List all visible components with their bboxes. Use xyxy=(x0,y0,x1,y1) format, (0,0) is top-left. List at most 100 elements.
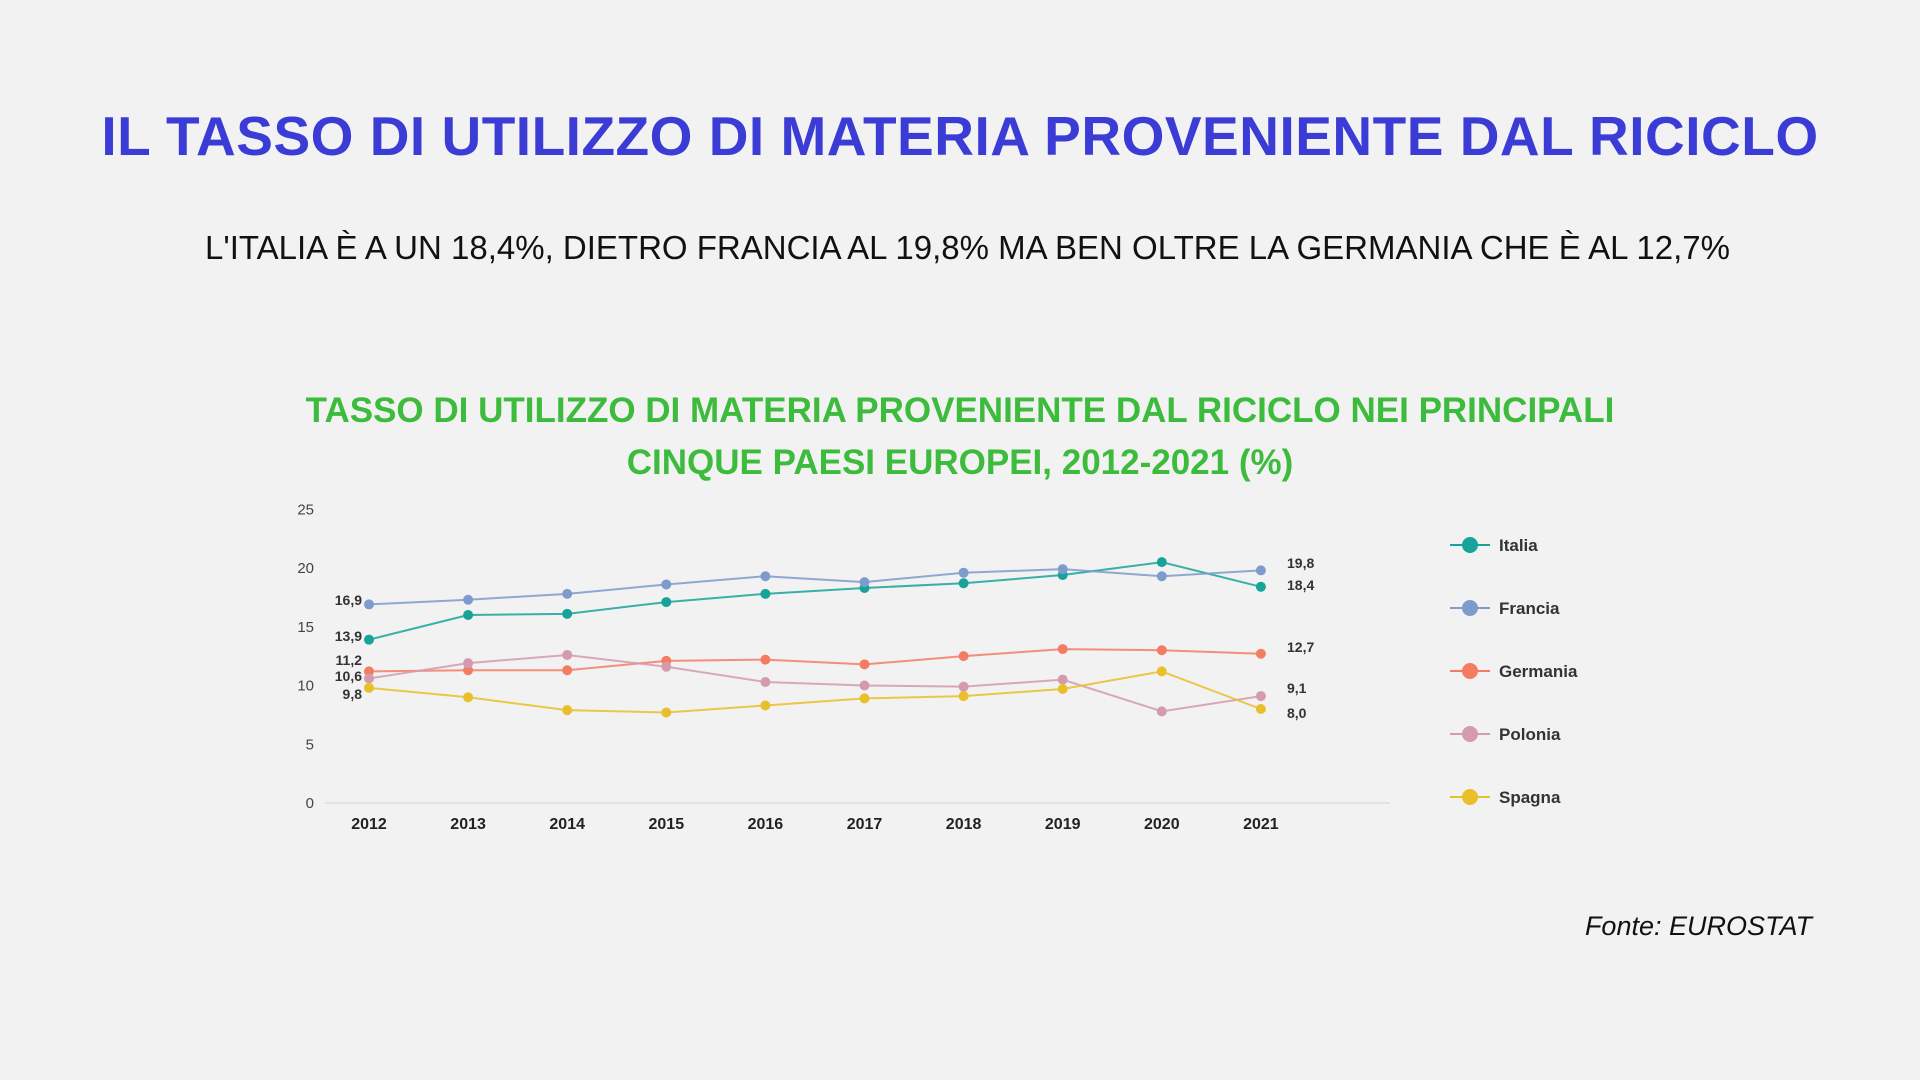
data-point-italia-2014 xyxy=(562,608,573,619)
x-tick-label-2019: 2019 xyxy=(1045,816,1081,833)
series-line-spagna xyxy=(368,670,1262,714)
legend-label-germania: Germania xyxy=(1499,662,1578,681)
x-tick-label-2017: 2017 xyxy=(847,816,883,833)
data-point-polonia-2018 xyxy=(958,681,969,692)
data-point-spagna-2015 xyxy=(661,707,672,718)
data-point-spagna-2013 xyxy=(463,692,474,703)
data-label-last-polonia: 9,1 xyxy=(1287,680,1307,696)
data-point-germania-2021 xyxy=(1255,648,1266,659)
data-point-germania-2018 xyxy=(958,651,969,662)
data-point-italia-2012 xyxy=(364,634,374,645)
series-line-polonia xyxy=(368,653,1262,713)
x-tick-label-2013: 2013 xyxy=(450,816,486,833)
series-line-germania xyxy=(368,648,1261,673)
data-point-polonia-2016 xyxy=(760,676,771,687)
axis-layer: 0 5 10 15 20 25 2012 2013 2014 2015 2016 2017 2018 20… xyxy=(297,501,1390,833)
data-label-first-polonia: 10,6 xyxy=(335,668,362,684)
data-label-first-spagna: 9,8 xyxy=(343,686,363,702)
legend-item-spagna: Spagna xyxy=(1450,788,1561,807)
data-label-last-italia: 18,4 xyxy=(1287,577,1314,593)
data-point-germania-2014 xyxy=(562,665,573,676)
legend-label-italia: Italia xyxy=(1499,536,1538,555)
data-point-italia-2013 xyxy=(463,610,474,620)
data-point-polonia-2013 xyxy=(463,658,474,669)
data-point-francia-2020 xyxy=(1156,571,1167,582)
data-point-spagna-2018 xyxy=(958,691,969,702)
legend: Italia Francia Germania Polonia Spagna xyxy=(1450,536,1578,807)
data-label-last-spagna: 8,0 xyxy=(1287,705,1307,721)
source-note: Fonte: EUROSTAT xyxy=(1584,911,1812,941)
data-label-last-francia: 19,8 xyxy=(1287,555,1314,571)
data-point-germania-2019 xyxy=(1057,644,1068,655)
data-point-polonia-2021 xyxy=(1255,691,1266,702)
data-point-spagna-2021 xyxy=(1255,704,1266,714)
x-tick-label-2021: 2021 xyxy=(1243,816,1279,833)
legend-marker-francia xyxy=(1462,600,1478,616)
data-point-francia-2017 xyxy=(859,577,870,588)
data-label-first-francia: 16,9 xyxy=(335,592,362,608)
data-point-italia-2020 xyxy=(1156,557,1167,568)
data-point-spagna-2017 xyxy=(859,693,870,704)
data-point-spagna-2014 xyxy=(562,705,573,716)
y-tick-label-10: 10 xyxy=(297,678,314,695)
data-point-francia-2021 xyxy=(1255,565,1266,576)
data-point-germania-2016 xyxy=(760,654,771,665)
series-line-francia xyxy=(368,568,1261,606)
data-label-first-germania: 11,2 xyxy=(336,652,363,668)
data-point-germania-2017 xyxy=(859,659,870,670)
series-line-italia xyxy=(368,561,1262,641)
data-point-italia-2021 xyxy=(1255,581,1266,592)
data-label-first-italia: 13,9 xyxy=(335,628,362,644)
data-point-italia-2018 xyxy=(958,578,969,589)
data-point-francia-2016 xyxy=(760,571,771,582)
series-italia xyxy=(364,557,1266,645)
x-tick-label-2015: 2015 xyxy=(649,816,685,833)
data-point-francia-2012 xyxy=(364,599,374,610)
legend-item-francia: Francia xyxy=(1450,599,1560,618)
series-polonia xyxy=(364,649,1266,717)
data-point-spagna-2016 xyxy=(760,700,771,711)
chart-title-line-2: CINQUE PAESI EUROPEI, 2012-2021 (%) xyxy=(626,443,1294,482)
data-point-polonia-2019 xyxy=(1057,674,1068,685)
data-point-francia-2018 xyxy=(958,567,969,578)
y-tick-label-20: 20 xyxy=(297,560,314,577)
data-label-layer: 13,9 18,4 16,9 19,8 11,2 12,7 10,6 9,1 9,8 8,0 xyxy=(335,555,1315,721)
legend-marker-polonia xyxy=(1462,726,1478,742)
series-spagna xyxy=(364,666,1266,718)
page-subtitle: L'ITALIA È A UN 18,4%, DIETRO FRANCIA AL… xyxy=(205,229,1730,266)
data-point-francia-2013 xyxy=(463,594,474,605)
data-point-spagna-2012 xyxy=(364,682,374,693)
data-point-italia-2015 xyxy=(661,597,672,608)
legend-item-germania: Germania xyxy=(1450,662,1578,681)
data-point-francia-2015 xyxy=(661,579,672,590)
data-point-italia-2016 xyxy=(760,588,771,599)
x-tick-label-2018: 2018 xyxy=(946,816,982,833)
y-tick-label-25: 25 xyxy=(297,501,314,518)
legend-label-francia: Francia xyxy=(1499,599,1560,618)
data-point-polonia-2014 xyxy=(562,649,573,660)
data-label-last-germania: 12,7 xyxy=(1287,639,1314,655)
data-point-germania-2013 xyxy=(463,665,474,676)
x-tick-label-2016: 2016 xyxy=(748,816,784,833)
data-point-francia-2019 xyxy=(1057,564,1068,575)
chart-title: TASSO DI UTILIZZO DI MATERIA PROVENIENTE… xyxy=(250,385,1670,489)
legend-label-spagna: Spagna xyxy=(1499,788,1561,807)
legend-item-polonia: Polonia xyxy=(1450,725,1561,744)
page-title: IL TASSO DI UTILIZZO DI MATERIA PROVENIE… xyxy=(101,105,1819,167)
series-francia xyxy=(364,564,1266,610)
y-tick-label-0: 0 xyxy=(306,795,314,812)
series-germania xyxy=(364,644,1266,677)
data-point-polonia-2017 xyxy=(859,680,870,691)
data-point-germania-2012 xyxy=(364,666,374,677)
legend-marker-germania xyxy=(1462,663,1478,679)
legend-marker-italia xyxy=(1462,537,1478,553)
data-point-spagna-2020 xyxy=(1156,666,1167,677)
series-layer xyxy=(364,557,1266,718)
legend-marker-spagna xyxy=(1462,789,1478,805)
data-point-polonia-2012 xyxy=(364,673,374,684)
y-tick-label-5: 5 xyxy=(306,736,314,753)
legend-label-polonia: Polonia xyxy=(1499,725,1561,744)
x-tick-label-2012: 2012 xyxy=(351,816,387,833)
data-point-polonia-2015 xyxy=(661,661,672,672)
